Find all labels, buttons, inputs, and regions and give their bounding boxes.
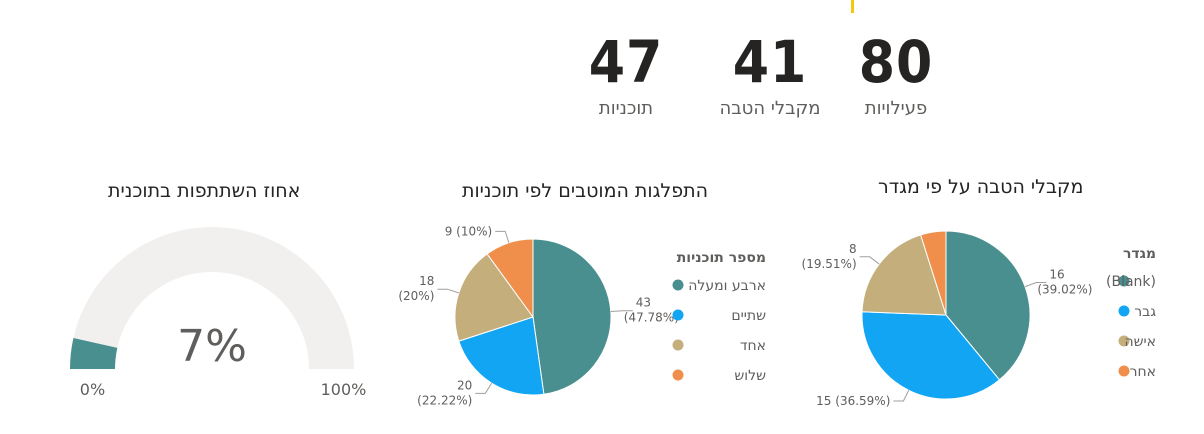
gender-legend-item-1[interactable]: גבר [1134, 304, 1156, 320]
gender-leader-2 [859, 256, 880, 265]
gender-count-label-1: 15 [816, 394, 835, 408]
gauge-fill [70, 338, 118, 369]
programs-slice-2[interactable] [454, 253, 534, 342]
programs-pct-label-2: (20%) [398, 289, 434, 303]
programs-legend-item-1[interactable]: שתיים [731, 308, 766, 324]
programs-legend-item-2[interactable]: אחד [740, 338, 766, 354]
programs-count-label-0: 43 [636, 296, 651, 310]
gender-legend-marker-3[interactable] [1118, 365, 1130, 377]
gender-count-label-0: 16 [1049, 268, 1064, 282]
programs-pct-label-3: (10%) [456, 224, 492, 238]
programs-leader-0 [610, 310, 633, 313]
programs-slice-0[interactable] [532, 238, 612, 395]
kpi-activities-label: פעילויות [864, 98, 928, 119]
accent-mark [851, 0, 854, 13]
kpi-beneficiaries-label: מקבלי הטבה [719, 98, 821, 119]
programs-legend-title: מספר תוכניות [677, 250, 766, 266]
gender-legend-item-2[interactable]: אישה [1124, 334, 1156, 350]
kpi-programs: 47 תוכניות [556, 28, 696, 119]
kpi-beneficiaries: 41 מקבלי הטבה [700, 28, 840, 119]
programs-legend-marker-2[interactable] [672, 339, 684, 351]
gauge-track [70, 227, 354, 369]
gender-legend: מגדר (Blank) גבר אישה אחר [1106, 246, 1156, 380]
gender-slice-1[interactable] [861, 311, 1001, 400]
gender-pie-chart: 16(39.02%) 15 (36.59%) 8(19.51%) [802, 230, 1092, 408]
gender-pct-label-2: (19.51%) [802, 257, 857, 271]
gender-legend-item-0[interactable]: (Blank) [1106, 274, 1156, 290]
gender-legend-marker-0[interactable] [1118, 275, 1130, 287]
gender-legend-title: מגדר [1123, 246, 1156, 262]
programs-leader-3 [495, 230, 510, 243]
gender-label-1: 15 (36.59%) [816, 394, 890, 408]
programs-pct-label-1: (22.22%) [417, 393, 472, 407]
gauge-min-label: 0% [80, 380, 105, 399]
programs-slice-3[interactable] [486, 238, 534, 319]
kpi-programs-label: תוכניות [598, 98, 654, 119]
gender-legend-marker-1[interactable] [1118, 305, 1130, 317]
programs-legend-marker-0[interactable] [672, 279, 684, 291]
gauge-value-label: 7% [177, 321, 247, 372]
gender-leader-1 [893, 390, 910, 402]
gauge-max-label: 100% [321, 380, 367, 399]
programs-legend-item-0[interactable]: ארבע ומעלה [688, 278, 766, 294]
kpi-activities-value: 80 [858, 28, 934, 96]
gender-pct-label-0: (39.02%) [1037, 283, 1092, 297]
programs-legend: מספר תוכניות ארבע ומעלה שתיים אחד שלוש [672, 250, 766, 384]
programs-leader-1 [475, 382, 493, 394]
gauge-chart: 7% 0% 100% [70, 227, 366, 399]
gender-pie-title: מקבלי הטבה על פי מגדר [878, 176, 1084, 198]
gender-slice-2[interactable] [861, 234, 947, 316]
kpi-beneficiaries-value: 41 [732, 28, 808, 96]
gender-slice-0[interactable] [945, 230, 1031, 381]
gauge-title: אחוז השתתפות בתוכנית [108, 180, 301, 202]
programs-label-3: 9 (10%) [445, 224, 493, 238]
programs-pct-label-0: (47.78%) [624, 311, 679, 325]
programs-pie-chart: 43(47.78%) 20(22.22%) 18(20%) 9 (10%) [398, 224, 679, 407]
programs-count-label-1: 20 [457, 378, 472, 392]
programs-leader-2 [437, 288, 459, 294]
programs-legend-marker-1[interactable] [672, 309, 684, 321]
gender-legend-marker-2[interactable] [1118, 335, 1130, 347]
gender-legend-item-3[interactable]: אחר [1130, 364, 1156, 380]
programs-slice-1[interactable] [458, 316, 545, 396]
gender-slice-3[interactable] [920, 230, 947, 316]
programs-count-label-3: 9 [445, 224, 456, 238]
gender-count-label-2: 8 [849, 242, 857, 256]
programs-legend-item-3[interactable]: שלוש [734, 368, 766, 384]
gender-pct-label-1: (36.59%) [835, 394, 890, 408]
gender-leader-0 [1024, 282, 1047, 288]
kpi-programs-value: 47 [588, 28, 664, 96]
programs-legend-marker-3[interactable] [672, 369, 684, 381]
programs-pie-title: התפלגות המוטבים לפי תוכניות [462, 180, 708, 202]
programs-count-label-2: 18 [419, 274, 434, 288]
kpi-activities: 80 פעילויות [826, 28, 966, 119]
